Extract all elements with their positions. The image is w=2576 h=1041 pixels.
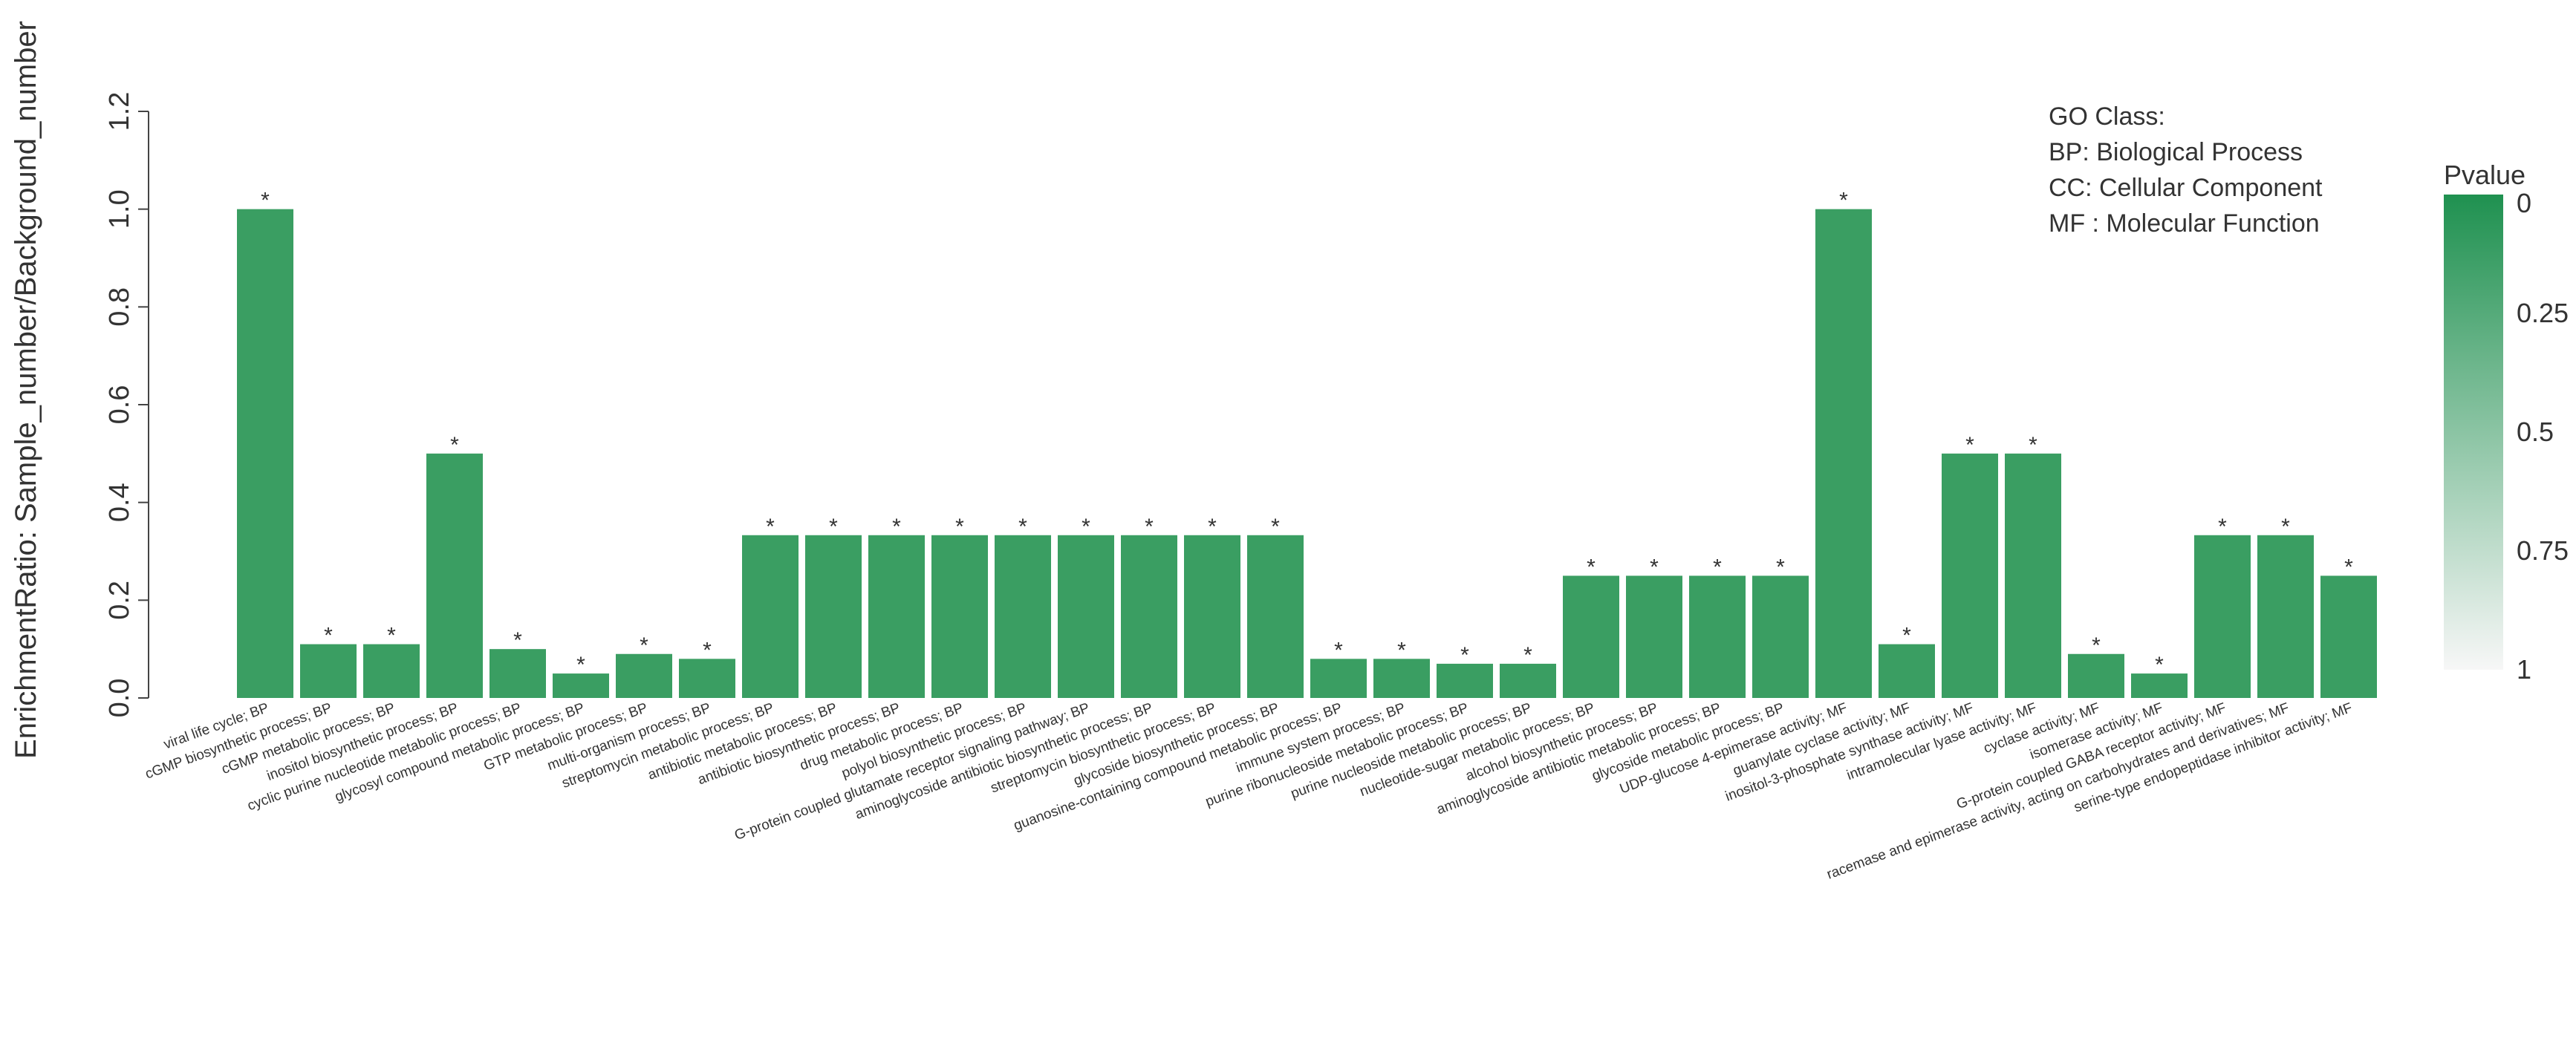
significance-star: * — [261, 189, 270, 213]
y-tick-label: 0.8 — [104, 287, 135, 327]
significance-star: * — [766, 515, 775, 539]
colorbar-ticks: 0 0.25 0.5 0.75 1 — [2517, 188, 2569, 685]
bar — [805, 535, 862, 698]
significance-star: * — [1145, 515, 1154, 539]
bar — [1310, 659, 1367, 698]
colorbar-tick-label: 0.5 — [2517, 417, 2554, 447]
bar — [1373, 659, 1430, 698]
significance-star: * — [513, 628, 522, 653]
significance-star: * — [1018, 515, 1027, 539]
bar — [931, 535, 988, 698]
bar — [1563, 575, 1619, 698]
colorbar-tick-label: 0 — [2517, 188, 2531, 218]
significance-star: * — [576, 653, 585, 677]
bar — [237, 209, 293, 699]
bar — [2131, 673, 2188, 698]
bar — [1121, 535, 1177, 698]
colorbar-title: Pvalue — [2444, 160, 2525, 190]
significance-star: * — [1334, 638, 1343, 662]
significance-star: * — [1082, 515, 1090, 539]
y-tick-label: 0.4 — [104, 483, 135, 522]
legend-title: GO Class: — [2049, 102, 2165, 131]
significance-star: * — [1587, 555, 1596, 579]
significance-star: * — [1965, 433, 1974, 457]
significance-star: * — [1902, 624, 1911, 648]
significance-star: * — [1776, 555, 1785, 579]
bar — [1626, 575, 1682, 698]
colorbar-tick-label: 1 — [2517, 654, 2531, 685]
bar — [2005, 453, 2061, 698]
bar — [1247, 535, 1304, 698]
significance-star: * — [2029, 433, 2037, 457]
significance-star: * — [1460, 643, 1469, 668]
bar — [363, 644, 420, 698]
bar — [1184, 535, 1240, 698]
bar — [2257, 535, 2314, 698]
significance-star: * — [1271, 515, 1280, 539]
significance-star: * — [2155, 653, 2164, 677]
bar — [679, 659, 735, 698]
significance-star: * — [2218, 515, 2227, 539]
bar — [2194, 535, 2251, 698]
bar — [1689, 575, 1746, 698]
bar — [616, 653, 672, 698]
colorbar-gradient — [2444, 195, 2503, 670]
y-axis: 0.0 0.2 0.4 0.6 0.8 1.0 1.2 — [104, 92, 149, 718]
bars-group — [237, 209, 2377, 699]
bar — [1500, 663, 1556, 698]
y-tick-label: 0.0 — [104, 679, 135, 718]
bar — [553, 673, 609, 698]
bar — [868, 535, 925, 698]
significance-star: * — [1397, 638, 1406, 662]
significance-star: * — [387, 624, 396, 648]
legend-entry-bp: BP: Biological Process — [2049, 138, 2303, 166]
pvalue-colorbar: Pvalue 0 0.25 0.5 0.75 1 — [2444, 160, 2569, 685]
go-class-legend: GO Class: BP: Biological Process CC: Cel… — [2049, 102, 2323, 238]
bar — [1058, 535, 1114, 698]
significance-star: * — [892, 515, 901, 539]
colorbar-tick-label: 0.75 — [2517, 535, 2569, 566]
significance-star: * — [1208, 515, 1217, 539]
significance-star: * — [703, 638, 712, 662]
bar — [1879, 644, 1935, 698]
significance-star: * — [450, 433, 459, 457]
significance-markers: * * * * * * * * * * * * * * * * * * * * * * * * * * * * * * * * * * — [261, 189, 2353, 677]
colorbar-tick-label: 0.25 — [2517, 298, 2569, 328]
y-tick-label: 0.2 — [104, 581, 135, 620]
bar — [300, 644, 357, 698]
bar — [426, 453, 483, 698]
significance-star: * — [324, 624, 333, 648]
bar — [489, 649, 546, 698]
bar — [1752, 575, 1809, 698]
significance-star: * — [1839, 189, 1848, 213]
bar — [2068, 653, 2124, 698]
bar — [1942, 453, 1998, 698]
legend-entry-cc: CC: Cellular Component — [2049, 174, 2323, 202]
y-tick-label: 1.2 — [104, 92, 135, 131]
bar — [742, 535, 799, 698]
significance-star: * — [1523, 643, 1532, 668]
bar — [995, 535, 1051, 698]
legend-entry-mf: MF : Molecular Function — [2049, 209, 2320, 238]
y-tick-label: 1.0 — [104, 189, 135, 229]
significance-star: * — [2092, 633, 2101, 658]
y-tick-label: 0.6 — [104, 385, 135, 425]
bar — [2320, 575, 2377, 698]
significance-star: * — [829, 515, 838, 539]
bar — [1437, 663, 1493, 698]
significance-star: * — [1713, 555, 1722, 579]
significance-star: * — [1650, 555, 1659, 579]
significance-star: * — [955, 515, 964, 539]
significance-star: * — [2281, 515, 2290, 539]
significance-star: * — [2344, 555, 2353, 579]
significance-star: * — [640, 633, 648, 658]
bar — [1815, 209, 1872, 699]
y-axis-label: EnrichmentRatio: Sample_number/Backgroun… — [10, 21, 42, 759]
